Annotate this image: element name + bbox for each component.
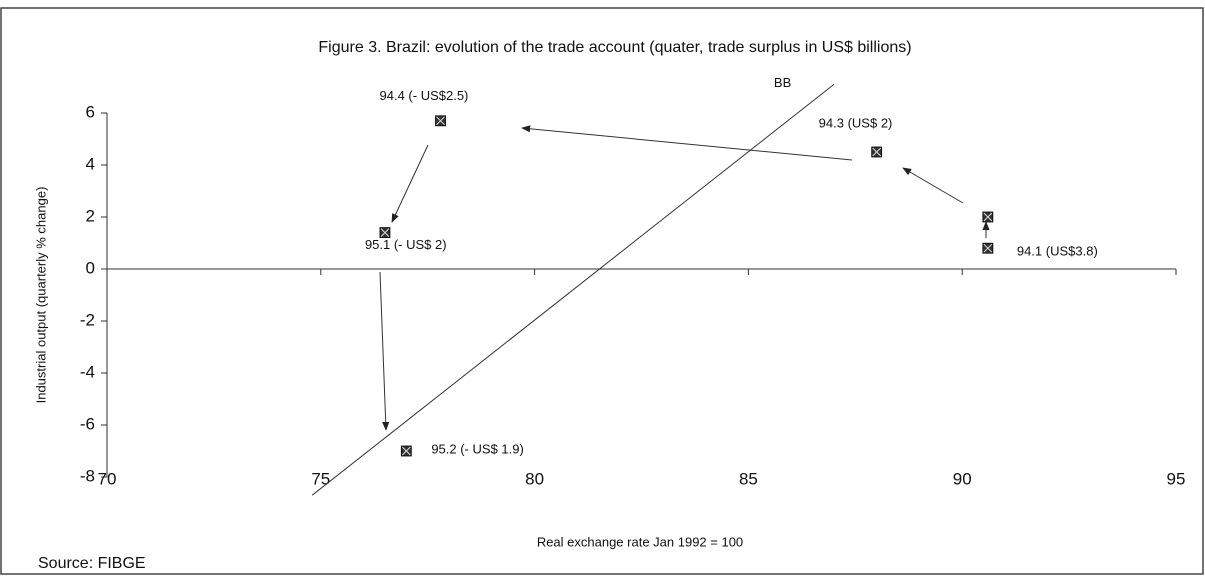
x-axis-label: Real exchange rate Jan 1992 = 100 bbox=[537, 534, 743, 549]
y-tick-label: -2 bbox=[80, 310, 95, 329]
point-hatch bbox=[983, 243, 993, 253]
y-tick-label: 6 bbox=[86, 102, 95, 121]
point-label: 95.2 (- US$ 1.9) bbox=[431, 441, 524, 456]
point-label: 94.3 (US$ 2) bbox=[819, 115, 893, 130]
point-hatch bbox=[983, 212, 993, 222]
point-hatch bbox=[380, 228, 390, 237]
source: Source: FIBGE bbox=[38, 555, 146, 572]
chart-title: Figure 3. Brazil: evolution of the trade… bbox=[318, 39, 911, 56]
point-label: 94.1 (US$3.8) bbox=[1017, 244, 1098, 259]
point-label: 95.1 (- US$ 2) bbox=[365, 237, 447, 252]
x-tick-label: 85 bbox=[739, 469, 758, 488]
y-tick-label: 4 bbox=[86, 154, 95, 173]
arrow bbox=[379, 271, 390, 431]
x-tick-label: 70 bbox=[98, 469, 117, 488]
y-tick-label: -8 bbox=[80, 466, 95, 485]
x-tick-label: 75 bbox=[311, 469, 330, 488]
x-tick-label: 80 bbox=[525, 469, 544, 488]
arrow bbox=[902, 167, 964, 204]
point-hatch bbox=[401, 446, 411, 456]
y-tick-label: 2 bbox=[86, 206, 95, 225]
point-label: 94.4 (- US$2.5) bbox=[380, 88, 469, 103]
x-tick-label: 90 bbox=[953, 469, 972, 488]
bb-line bbox=[311, 84, 835, 496]
point-hatch bbox=[872, 147, 882, 157]
arrow bbox=[521, 125, 853, 161]
arrows bbox=[379, 125, 990, 431]
y-axis-label: Industrial output (quarterly % change) bbox=[33, 187, 48, 404]
x-tick-label: 95 bbox=[1167, 469, 1186, 488]
y-tick-label: 0 bbox=[86, 258, 95, 277]
y-tick-label: -4 bbox=[80, 362, 95, 381]
frame bbox=[0, 7, 1204, 575]
y-tick-label: -6 bbox=[80, 414, 95, 433]
line-label: BB bbox=[774, 75, 791, 90]
point-hatch bbox=[436, 116, 445, 126]
arrow bbox=[391, 144, 429, 223]
